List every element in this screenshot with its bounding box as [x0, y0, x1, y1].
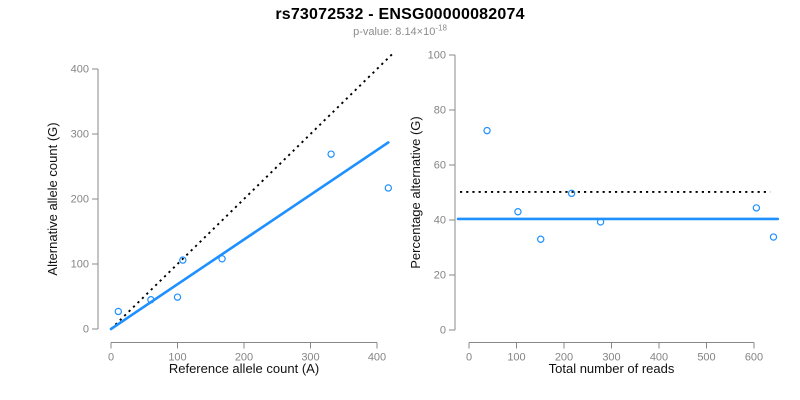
allele-counts-data-point	[114, 307, 123, 316]
page-title: rs73072532 - ENSG00000082074	[275, 6, 525, 23]
percentage-reads-data-point	[514, 208, 522, 216]
percentage-reads-data-point	[567, 189, 576, 198]
percentage-reads-x-tick-label: 400	[650, 352, 668, 364]
percentage-reads-data-point	[483, 126, 491, 135]
allele-counts-y-tick-label: 100	[71, 259, 89, 271]
allele-counts-y-tick-label: 200	[71, 194, 89, 206]
allele-counts-y-axis-title: Alternative allele count (G)	[45, 122, 60, 275]
allele-counts-y-tick-label: 400	[71, 64, 89, 76]
allele-counts-x-tick-label: 400	[368, 352, 386, 364]
percentage-reads-y-tick-label: 0	[440, 325, 446, 337]
percentage-reads-x-tick-label: 100	[507, 352, 525, 364]
allele-counts-x-tick-label: 100	[168, 352, 186, 364]
allele-counts-regression-line	[109, 141, 390, 331]
allele-counts-identity-line	[110, 53, 393, 330]
allele-counts-y-tick-label: 0	[83, 324, 89, 336]
pvalue-subtitle: p-value: 8.14×10-18	[0, 23, 800, 38]
pvalue-text: p-value: 8.14×10	[353, 26, 436, 38]
allele-counts-x-tick-label: 200	[235, 352, 253, 364]
allele-counts-data-point	[218, 255, 226, 263]
percentage-reads-x-axis-title: Total number of reads	[549, 361, 675, 376]
allele-counts-x-axis-title: Reference allele count (A)	[169, 361, 319, 376]
percentage-reads-x-tick-label: 600	[745, 352, 763, 364]
allele-counts-data-point	[179, 256, 187, 264]
percentage-reads-data-point	[537, 235, 545, 243]
allele-counts-x-tick-label: 300	[301, 352, 319, 364]
percentage-reads-y-tick-label: 80	[434, 105, 446, 117]
percentage-reads-y-tick-label: 100	[428, 50, 446, 62]
percentage-reads-data-point	[752, 204, 761, 212]
pvalue-exponent: -18	[435, 23, 447, 33]
percentage-reads-y-tick-label: 20	[434, 270, 446, 282]
percentage-reads-y-tick-label: 40	[434, 215, 446, 227]
allele-counts-data-point	[384, 184, 393, 192]
percentage-reads-y-tick-label: 60	[434, 160, 446, 172]
percentage-reads-x-tick-label: 300	[602, 352, 620, 364]
allele-counts-y-tick-label: 300	[71, 129, 89, 141]
percentage-reads-data-point	[596, 218, 605, 226]
percentage-reads-x-tick-label: 500	[697, 352, 715, 364]
allele-counts-data-point	[173, 293, 182, 301]
percentage-reads-y-axis-title: Percentage alternative (G)	[408, 116, 423, 268]
allele-counts-data-point	[147, 296, 155, 304]
allele-counts-data-point	[327, 150, 335, 158]
percentage-reads-x-tick-label: 200	[555, 352, 573, 364]
percentage-reads-x-tick-label: 0	[466, 352, 472, 364]
percentage-reads-data-point	[769, 233, 778, 241]
allele-counts-x-tick-label: 0	[108, 352, 114, 364]
